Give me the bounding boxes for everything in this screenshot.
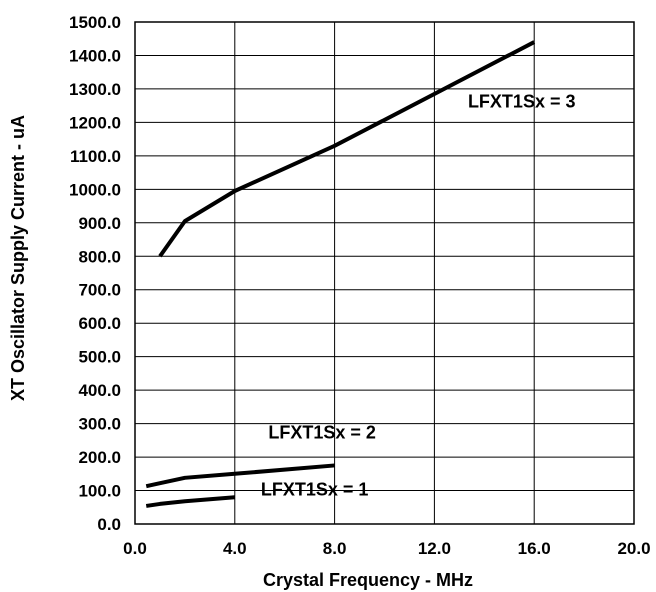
x-tick-label: 12.0 — [418, 539, 451, 558]
y-tick-label: 600.0 — [78, 314, 121, 333]
y-tick-label: 300.0 — [78, 415, 121, 434]
y-tick-label: 500.0 — [78, 348, 121, 367]
x-axis-label: Crystal Frequency - MHz — [263, 570, 473, 590]
series-labels: LFXT1Sx = 3 LFXT1Sx = 2 LFXT1Sx = 1 — [261, 91, 576, 499]
x-tick-labels: 0.0 4.0 8.0 12.0 16.0 20.0 — [123, 539, 650, 558]
x-tick-label: 8.0 — [323, 539, 347, 558]
y-tick-label: 700.0 — [78, 281, 121, 300]
series-lines — [145, 40, 536, 508]
series-line — [145, 463, 335, 489]
y-tick-label: 1400.0 — [69, 46, 121, 65]
y-tick-label: 100.0 — [78, 482, 121, 501]
x-tick-label: 20.0 — [617, 539, 650, 558]
y-tick-label: 1200.0 — [69, 113, 121, 132]
series-line — [145, 495, 235, 508]
y-tick-label: 1500.0 — [69, 13, 121, 32]
x-tick-label: 0.0 — [123, 539, 147, 558]
x-tick-label: 4.0 — [223, 539, 247, 558]
y-tick-label: 800.0 — [78, 247, 121, 266]
y-axis-label: XT Oscillator Supply Current - uA — [8, 115, 28, 401]
y-tick-label: 900.0 — [78, 214, 121, 233]
y-tick-label: 0.0 — [97, 515, 121, 534]
y-tick-labels: 0.0 100.0 200.0 300.0 400.0 500.0 600.0 700.0 80… — [69, 13, 121, 534]
y-tick-label: 200.0 — [78, 448, 121, 467]
y-tick-label: 400.0 — [78, 381, 121, 400]
y-tick-label: 1100.0 — [70, 147, 121, 166]
x-tick-label: 16.0 — [518, 539, 551, 558]
y-tick-label: 1000.0 — [69, 180, 121, 199]
series-label: LFXT1Sx = 3 — [468, 91, 576, 111]
series-line — [158, 40, 536, 258]
series-label: LFXT1Sx = 1 — [261, 480, 369, 500]
series-label: LFXT1Sx = 2 — [268, 423, 376, 443]
plot-frame — [134, 21, 635, 525]
y-tick-label: 1300.0 — [69, 80, 121, 99]
